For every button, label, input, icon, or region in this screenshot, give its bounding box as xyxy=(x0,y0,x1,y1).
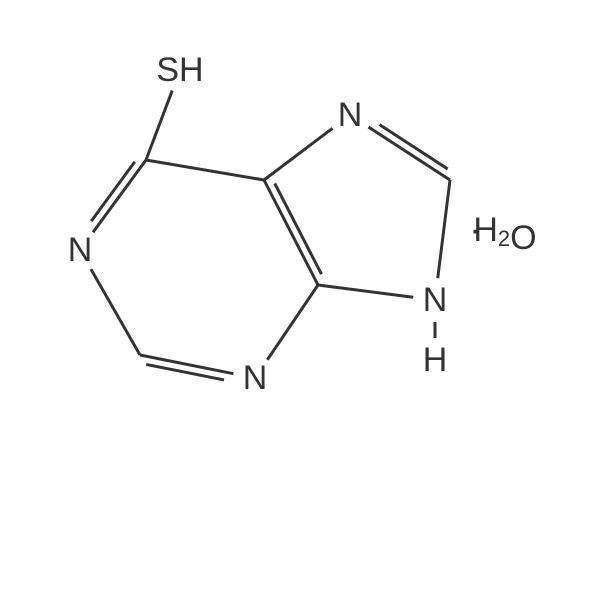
bond-line xyxy=(146,160,264,180)
atom-label-n7: N xyxy=(338,96,363,134)
atom-label-s: SH xyxy=(156,51,203,89)
bond-line xyxy=(91,162,135,221)
bond-line xyxy=(318,285,413,297)
atom-label-n1: N xyxy=(68,231,93,269)
hydrate-formula: H2O xyxy=(473,211,536,257)
bond-line xyxy=(438,180,450,278)
bond-line xyxy=(93,160,146,232)
bond-line xyxy=(146,364,224,380)
atom-label-h9: H xyxy=(423,341,448,379)
bond-line xyxy=(264,128,332,180)
chemical-structure-diagram: NNNNSHH·H2O xyxy=(0,0,600,600)
bond-line xyxy=(146,91,172,160)
bond-line xyxy=(368,127,450,180)
atom-label-n9: N xyxy=(423,281,448,319)
atom-label-n3: N xyxy=(243,359,268,397)
bond-line xyxy=(140,355,233,374)
bond-line xyxy=(264,180,318,285)
bond-line xyxy=(275,183,322,274)
bond-line xyxy=(267,285,318,360)
bond-line xyxy=(91,269,140,355)
bond-line xyxy=(380,125,448,169)
